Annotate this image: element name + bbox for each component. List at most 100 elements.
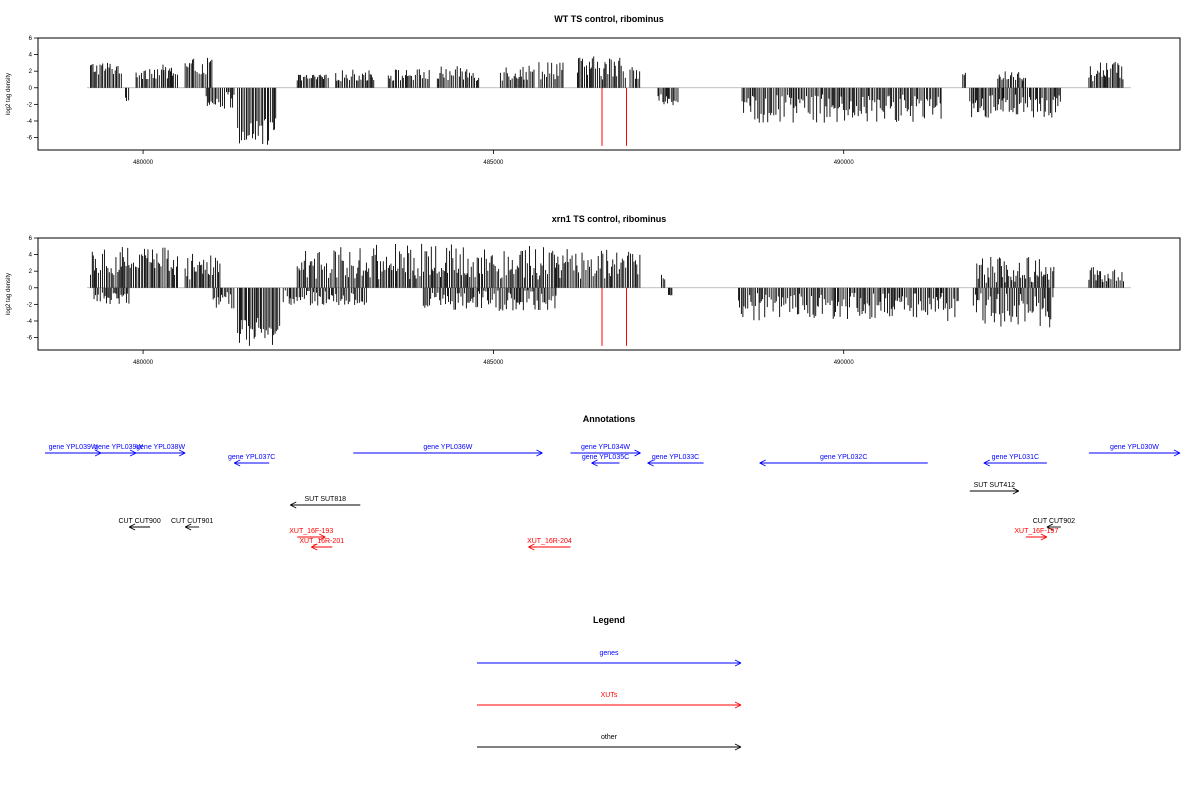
x-tick-label: 485000	[483, 160, 504, 166]
arrow-head	[1012, 487, 1020, 492]
arrow-head	[129, 452, 137, 457]
arrow-head	[1046, 523, 1054, 528]
arrow-head	[129, 449, 137, 454]
chart-title: WT TS control, ribominus	[554, 14, 664, 24]
feature-cut-cut901: CUT CUT901	[171, 518, 213, 531]
arrow-head	[591, 459, 598, 464]
feature-gene-ypl038w: gene YPL038W	[136, 444, 186, 457]
arrow-head	[290, 504, 297, 509]
y-tick-label: -4	[27, 319, 33, 325]
arrow-head	[734, 701, 742, 706]
arrow-head	[536, 449, 543, 454]
feature-xut-16f-197: XUT_16F-197	[1014, 528, 1058, 541]
x-tick-label: 490000	[834, 160, 855, 166]
y-tick-label: 4	[29, 53, 33, 59]
y-tick-label: 6	[29, 36, 33, 42]
feature-xut-16r-201: XUT_16R-201	[299, 538, 344, 551]
feature-label: XUT_16F-193	[289, 528, 333, 535]
x-tick-label: 490000	[834, 360, 855, 366]
feature-label: gene YPL035C	[582, 454, 629, 461]
arrow-head	[759, 459, 766, 464]
feature-label: XUT_16R-201	[299, 538, 344, 545]
feature-cut-cut902: CUT CUT902	[1033, 518, 1075, 531]
arrow-head	[290, 501, 297, 506]
arrow-head	[528, 546, 535, 551]
arrow-head	[319, 533, 326, 538]
x-tick-label: 480000	[133, 360, 154, 366]
arrow-head	[634, 449, 641, 454]
arrow-head	[233, 462, 241, 467]
arrow-head	[983, 462, 991, 467]
arrow-head	[734, 662, 742, 667]
arrow-head	[94, 449, 102, 454]
feature-label: gene YPL037C	[228, 454, 275, 461]
arrow-head	[634, 452, 641, 457]
legend-label: other	[601, 734, 618, 741]
arrow-head	[528, 543, 535, 548]
feature-label: SUT SUT818	[305, 496, 347, 503]
chart-title: xrn1 TS control, ribominus	[552, 214, 667, 224]
feature-gene-ypl037c: gene YPL037C	[228, 454, 275, 467]
arrow-head	[1046, 526, 1054, 531]
feature-label: XUT_16R-204	[527, 538, 572, 545]
track-panel-xrn1: xrn1 TS control, ribominus 6 4 2 0 -2 -4 -6 log2…	[6, 214, 1181, 366]
feature-gene-ypl039w: gene YPL039W	[94, 444, 143, 457]
arrow-head	[178, 449, 186, 454]
arrow-head	[734, 743, 742, 748]
y-tick-label: -2	[27, 102, 33, 108]
legend-label: genes	[599, 650, 619, 657]
plot-frame	[37, 37, 1181, 151]
feature-label: gene YPL039W	[49, 444, 98, 451]
arrow-head	[233, 459, 241, 464]
arrow-head	[536, 452, 543, 457]
arrow-head	[1040, 536, 1048, 541]
arrow-head	[647, 459, 654, 464]
y-tick-label: -4	[27, 119, 33, 125]
feature-gene-ypl033c: gene YPL033C	[647, 454, 704, 467]
feature-label: gene YPL039W	[94, 444, 143, 451]
y-axis-label: log2 tag density	[6, 273, 12, 315]
y-axis-label: log2 tag density	[6, 73, 12, 115]
arrow-head	[178, 452, 186, 457]
legend-item-other: other	[477, 734, 742, 751]
feature-label: gene YPL030W	[1110, 444, 1159, 451]
arrow-head	[184, 523, 192, 528]
arrow-head	[759, 462, 766, 467]
feature-cut-cut900: CUT CUT900	[118, 518, 161, 531]
feature-sut-sut412: SUT SUT412	[969, 482, 1020, 495]
feature-label: gene YPL036W	[423, 444, 472, 451]
feature-label: CUT CUT901	[171, 518, 213, 525]
y-tick-label: 2	[29, 69, 33, 75]
arrow-head	[734, 659, 742, 664]
annotations-title: Annotations	[583, 414, 636, 424]
legend-label: XUTs	[601, 692, 618, 699]
plot-frame	[37, 237, 1181, 351]
y-tick-label: 6	[29, 236, 33, 242]
feature-label: gene YPL033C	[652, 454, 699, 461]
y-tick-label: 0	[29, 286, 33, 292]
arrow-head	[1012, 490, 1020, 495]
feature-gene-ypl032c: gene YPL032C	[759, 454, 928, 467]
feature-label: CUT CUT900	[118, 518, 160, 525]
arrow-head	[1173, 449, 1181, 454]
x-tick-label: 480000	[133, 160, 154, 166]
feature-label: gene YPL034W	[581, 444, 630, 451]
y-tick-label: -6	[27, 336, 33, 342]
track-panel-wt: WT TS control, ribominus 6 4 2 0 -2 -4 -6 log2 t…	[6, 14, 1181, 166]
legend-panel: Legend genes XUTs other	[477, 615, 742, 751]
arrow-head	[311, 543, 318, 548]
feature-label: SUT SUT412	[974, 482, 1016, 489]
arrow-head	[1040, 533, 1048, 538]
arrow-head	[311, 546, 318, 551]
feature-gene-ypl036w: gene YPL036W	[353, 444, 543, 457]
feature-label: XUT_16F-197	[1014, 528, 1058, 535]
x-tick-label: 485000	[483, 360, 504, 366]
legend-title: Legend	[593, 615, 625, 625]
feature-label: gene YPL032C	[820, 454, 867, 461]
arrow-head	[591, 462, 598, 467]
arrow-head	[1173, 452, 1181, 457]
arrow-head	[319, 536, 326, 541]
arrow-head	[128, 523, 136, 528]
